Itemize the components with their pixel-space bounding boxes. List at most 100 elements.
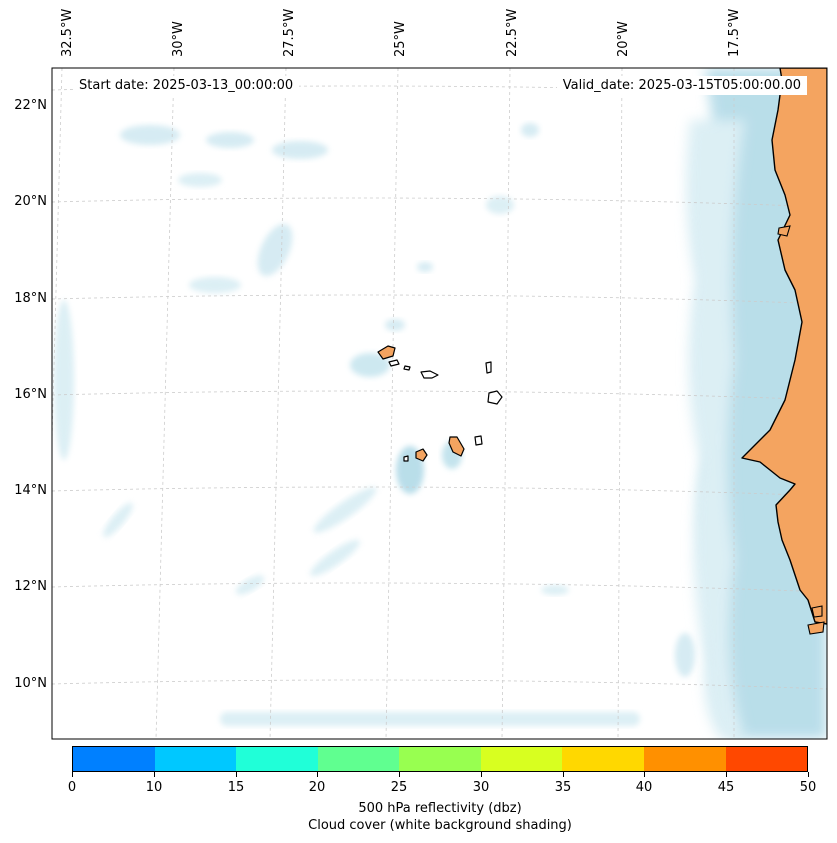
island-fogo [415,448,428,462]
colorbar-tick [399,772,400,777]
colorbar-label: 500 hPa reflectivity (dbz) [358,801,522,816]
latitude-label: 10°N [14,676,47,691]
colorbar-segment [317,747,400,771]
colorbar-tick-label: 30 [472,780,490,795]
colorbar-sublabel: Cloud cover (white background shading) [308,818,572,833]
colorbar-tick-label: 40 [635,780,653,795]
bijagos-island [811,605,823,618]
west-africa-landmass [741,68,827,625]
gridline-lat [52,197,827,208]
colorbar-tick [563,772,564,777]
longitude-label-text: 27.5°W [282,8,297,57]
cloud-streak [310,539,360,577]
colorbar-tick [808,772,809,777]
island-santa-luzia [403,365,411,371]
map-frame [51,67,828,740]
start-date-label: Start date: 2025-03-13_00:00:00 [73,76,300,95]
cloud-patch [272,141,328,159]
colorbar-tick-label: 0 [67,780,77,795]
colorbar-segment [480,747,563,771]
colorbar-segment [399,747,481,771]
latitude-label: 14°N [14,483,47,498]
colorbar-segment [73,747,155,771]
gridline-lon [385,68,399,739]
cape-verde-islands [377,345,503,462]
island-brava [403,455,409,462]
colorbar-tick-label: 35 [554,780,572,795]
longitude-label: 32.5°W [52,0,75,64]
colorbar-tick-label: 20 [308,780,326,795]
island-sal [485,361,492,374]
latitude-label: 20°N [14,194,47,209]
coastal-cloud-band-outer [686,120,745,739]
latitude-label: 16°N [14,387,47,402]
cloud-streak [103,502,133,538]
colorbar-segment [236,747,318,771]
longitude-label-text: 32.5°W [60,8,75,57]
island-santo-antao [377,345,396,360]
island-maio [474,435,483,446]
cloud-cell-santo-antao [350,353,390,377]
cloud-patch [541,585,569,595]
coastal-islet [777,225,791,237]
colorbar-tick [154,772,155,777]
island-boa-vista [487,390,503,405]
gridline-lat [52,582,827,593]
colorbar-tick-label: 50 [799,780,817,795]
latitude-label: 22°N [14,98,47,113]
island-sao-nicolau [420,370,439,379]
colorbar-tick-label: 15 [227,780,245,795]
gridline-lon [501,68,511,739]
gridline-lon [155,68,175,739]
colorbar-tick-label: 10 [145,780,163,795]
cloud-patch [120,125,180,145]
longitude-label: 27.5°W [274,0,297,64]
colorbar-segment [643,747,726,771]
colorbar-tick [726,772,727,777]
colorbar-tick [481,772,482,777]
valid-date-label: Valid_date: 2025-03-15T05:00:00.00 [556,76,807,95]
colorbar-tick [72,772,73,777]
longitude-label: 20°W [608,0,631,64]
bijagos-island [807,621,825,635]
cloud-patch [206,132,254,148]
colorbar-tick [644,772,645,777]
cloud-strip-south [220,712,640,726]
cloud-patch [235,575,265,595]
cloud-patch [417,262,433,272]
colorbar-tick-label: 45 [717,780,735,795]
cloud-patch [257,223,293,277]
cloud-streak [313,487,377,533]
longitude-label: 22.5°W [497,0,520,64]
cloud-patch [189,277,241,293]
colorbar-segment [725,747,808,771]
island-santiago [448,436,465,457]
cloud-patch [675,633,695,677]
colorbar-segment [154,747,237,771]
colorbar [72,746,808,772]
longitude-label-text: 25°W [393,21,408,57]
colorbar-tick [317,772,318,777]
longitude-label-text: 17.5°W [727,8,742,57]
cloud-patch [178,173,222,187]
cloud-patch [521,123,539,137]
cloud-patch [385,319,405,331]
gridline-lat [52,294,827,305]
longitude-label-text: 30°W [171,21,186,57]
gridline-lon [617,68,623,739]
colorbar-tick-label: 25 [390,780,408,795]
latitude-label: 12°N [14,579,47,594]
cloud-streak-west [54,300,74,460]
gridline-lat [52,679,827,690]
cloud-patch [486,196,514,214]
longitude-label-text: 20°W [616,21,631,57]
longitude-label: 17.5°W [719,0,742,64]
longitude-label: 25°W [385,0,408,64]
gridline-lat [52,390,827,401]
longitude-label-text: 22.5°W [505,8,520,57]
longitude-label: 30°W [163,0,186,64]
island-sao-vicente [388,359,400,367]
gridline-lon [269,68,287,739]
latitude-label: 18°N [14,291,47,306]
